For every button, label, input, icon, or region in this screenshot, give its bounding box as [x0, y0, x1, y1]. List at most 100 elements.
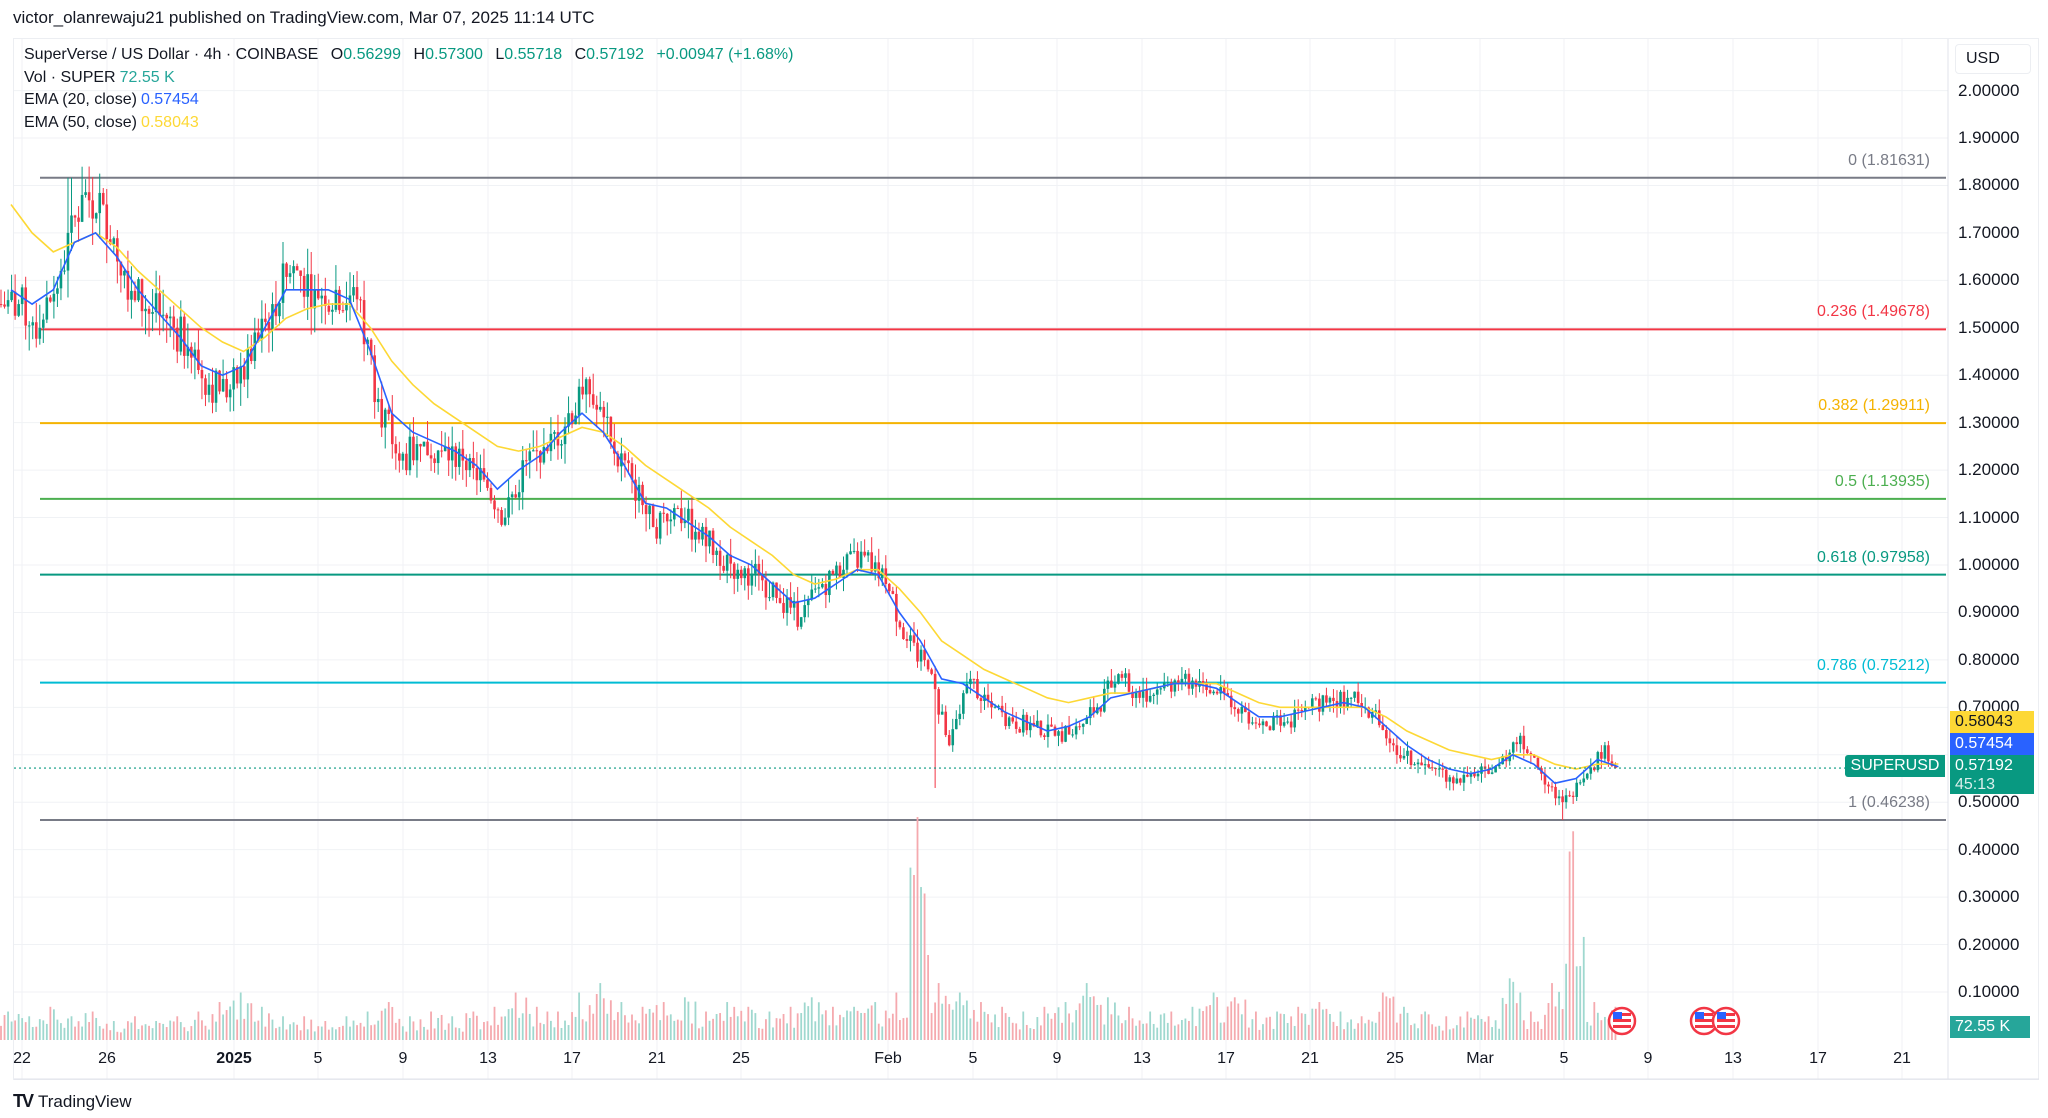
- legend-ema20-row[interactable]: EMA (20, close) 0.57454: [24, 89, 793, 112]
- candle-body: [496, 509, 500, 511]
- candle-body: [750, 573, 754, 586]
- volume-bar: [733, 1006, 736, 1040]
- ema50-label: EMA (50, close): [24, 113, 137, 131]
- candle-body: [503, 517, 507, 525]
- volume-bar: [1526, 1029, 1529, 1040]
- volume-bar: [67, 1018, 69, 1040]
- candle-body: [542, 446, 546, 463]
- volume-bar: [934, 1002, 937, 1040]
- volume-bar: [197, 1011, 200, 1040]
- us-flag-event-icon[interactable]: [1607, 1006, 1637, 1036]
- volume-bar: [479, 1029, 482, 1040]
- candle-body: [94, 213, 98, 219]
- symbol-title[interactable]: SuperVerse / US Dollar · 4h · COINBASE: [24, 46, 319, 63]
- fib-label: 0.618 (0.97958): [1817, 548, 1930, 566]
- candle-body: [1296, 709, 1300, 711]
- price-axis-label: 0.50000: [1958, 792, 2020, 812]
- candle-body: [778, 597, 782, 603]
- legend-volume-row[interactable]: Vol · SUPER 72.55 K: [24, 67, 793, 90]
- candle-body: [665, 513, 669, 522]
- candle-body: [214, 370, 218, 403]
- volume-bar: [1209, 1005, 1211, 1040]
- candle-body: [172, 316, 176, 328]
- candle-body: [366, 339, 369, 345]
- volume-bar: [45, 1023, 48, 1040]
- volume-bar: [1300, 1013, 1303, 1040]
- fib-label: 0.786 (0.75212): [1817, 656, 1930, 674]
- volume-bar: [401, 1026, 404, 1040]
- volume-bar: [440, 1014, 443, 1040]
- candle-body: [274, 304, 278, 317]
- candle-body: [1201, 681, 1205, 684]
- ema50-price-tag: 0.58043: [1950, 711, 2034, 733]
- candle-body: [1441, 768, 1445, 770]
- volume-bar: [1417, 1028, 1419, 1040]
- volume-bar: [394, 1022, 397, 1040]
- volume-bar: [1565, 963, 1567, 1040]
- volume-bar: [884, 1010, 887, 1040]
- candle-body: [390, 414, 394, 445]
- candle-body: [725, 554, 729, 571]
- candle-body: [1148, 695, 1152, 702]
- volume-bar: [874, 1002, 877, 1040]
- candle-body: [267, 321, 271, 330]
- volume-bar: [1339, 1011, 1342, 1040]
- candle-body: [835, 565, 838, 575]
- volume-bar: [1188, 1020, 1190, 1040]
- footer-brand[interactable]: TV TradingView: [13, 1091, 132, 1112]
- volume-bar: [1022, 1011, 1025, 1040]
- us-flag-event-icon[interactable]: [1711, 1006, 1741, 1036]
- candle-body: [595, 404, 599, 410]
- candle-body: [680, 508, 683, 524]
- candle-body: [821, 583, 824, 588]
- time-axis-label: 2025: [216, 1050, 252, 1067]
- price-axis-label: 1.30000: [1958, 412, 2020, 432]
- candle-body: [1236, 709, 1240, 714]
- candle-body: [1578, 782, 1582, 784]
- volume-bar: [747, 1006, 750, 1040]
- volume-bar: [891, 1013, 894, 1040]
- high-label: H: [413, 46, 426, 63]
- volume-bar: [317, 1026, 320, 1040]
- candle-body: [412, 436, 415, 461]
- volume-bar: [327, 1029, 330, 1040]
- candle-body: [831, 570, 835, 575]
- candle-body: [916, 642, 919, 662]
- candle-body: [1138, 691, 1141, 698]
- volume-bar: [299, 1030, 302, 1040]
- volume-bar: [1149, 1011, 1152, 1040]
- time-axis-label: Mar: [1466, 1050, 1494, 1067]
- candle-body: [1103, 688, 1106, 712]
- volume-bar: [275, 1028, 277, 1040]
- volume-bar: [243, 1018, 246, 1040]
- candle-body: [63, 270, 66, 272]
- candle-body: [1088, 707, 1092, 719]
- volume-bar: [768, 1011, 771, 1040]
- candle-body: [1497, 764, 1501, 767]
- candle-body: [1293, 709, 1296, 728]
- volume-bar: [1593, 1002, 1596, 1040]
- candle-body: [902, 627, 905, 640]
- volume-bar: [528, 1013, 531, 1040]
- legend-ema50-row[interactable]: EMA (50, close) 0.58043: [24, 112, 793, 135]
- candle-body: [1279, 715, 1282, 726]
- candle-body: [1050, 724, 1053, 727]
- candle-body: [454, 446, 458, 467]
- candle-body: [1314, 698, 1318, 700]
- candle-body: [771, 582, 775, 598]
- volume-bar: [641, 1006, 644, 1040]
- volume-bar: [1244, 999, 1247, 1040]
- candle-body: [1349, 697, 1353, 699]
- volume-bar: [1258, 1029, 1261, 1040]
- price-axis-label: 1.90000: [1958, 128, 2020, 148]
- volume-bar: [613, 1020, 616, 1040]
- candle-body: [909, 635, 912, 641]
- currency-button[interactable]: USD: [1955, 44, 2031, 74]
- candle-body: [1476, 773, 1480, 777]
- candle-body: [824, 583, 828, 596]
- volume-bar: [1388, 998, 1391, 1040]
- volume-bar: [1540, 1028, 1543, 1040]
- volume-bar: [627, 1022, 630, 1040]
- candle-body: [775, 582, 778, 598]
